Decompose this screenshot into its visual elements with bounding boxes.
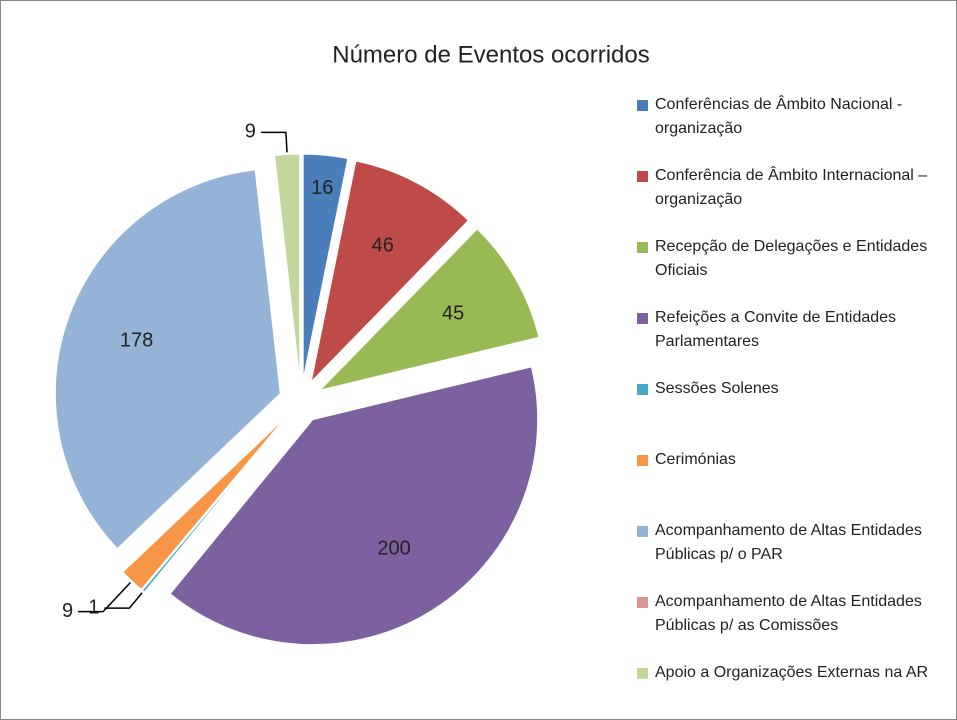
pie-slice [54,169,281,550]
legend-swatch [637,313,648,324]
leader-line [104,592,143,609]
pie-slice [169,366,539,646]
legend-swatch [637,384,648,395]
data-label: 45 [442,303,464,325]
data-label: 16 [311,177,333,199]
legend-item: Apoio a Organizações Externas na AR [637,661,947,685]
data-label: 178 [120,329,153,351]
pie-slice [302,153,349,380]
legend-label: Conferência de Âmbito Internacional – or… [655,167,928,208]
data-label: 9 [62,600,73,622]
legend-item: Conferência de Âmbito Internacional – or… [637,164,947,212]
legend-label: Cerimónias [655,451,736,468]
legend-item: Acompanhamento de Altas Entidades Públic… [637,590,947,638]
data-label: 200 [377,537,410,559]
legend-item: Refeições a Convite de Entidades Parlame… [637,306,947,354]
legend-swatch [637,171,648,182]
leader-line [78,581,132,613]
legend-swatch [637,668,648,679]
legend-swatch [637,597,648,608]
legend-label: Recepção de Delegações e Entidades Ofici… [655,238,928,279]
legend-item: Conferências de Âmbito Nacional - organi… [637,93,947,141]
chart-title: Número de Eventos ocorridos [332,41,649,68]
legend-label: Acompanhamento de Altas Entidades Públic… [655,593,922,634]
legend-label: Refeições a Convite de Entidades Parlame… [655,309,897,350]
data-label: 9 [245,121,256,143]
legend-swatch [637,242,648,253]
legend-label: Apoio a Organizações Externas na AR [655,664,929,681]
legend-item: Recepção de Delegações e Entidades Ofici… [637,235,947,283]
pie-slice [274,153,301,380]
legend-item: Cerimónias [637,448,947,472]
legend-label: Conferências de Âmbito Nacional - organi… [655,96,903,137]
data-label: 1 [88,596,99,618]
legend-swatch [637,100,648,111]
legend-swatch [637,455,648,466]
leader-line [260,131,288,153]
data-label: 46 [372,235,394,257]
pie-slice [310,160,470,384]
pie-slice [141,417,288,593]
legend-label: Sessões Solenes [655,380,779,397]
legend-item: Sessões Solenes [637,377,947,401]
legend-item: Acompanhamento de Altas Entidades Públic… [637,519,947,567]
legend-label: Acompanhamento de Altas Entidades Públic… [655,522,922,563]
legend-swatch [637,526,648,537]
pie-slice [318,228,540,392]
pie-slice [122,416,287,591]
